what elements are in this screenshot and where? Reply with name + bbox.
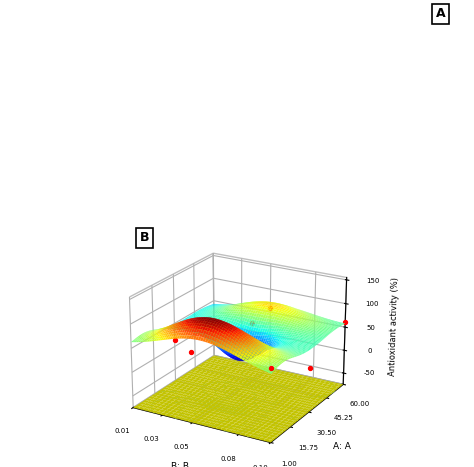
- Text: A: A: [436, 7, 446, 21]
- X-axis label: B: B: B: B: [171, 462, 189, 467]
- Text: B: B: [140, 232, 149, 244]
- Y-axis label: A: A: A: A: [333, 442, 351, 451]
